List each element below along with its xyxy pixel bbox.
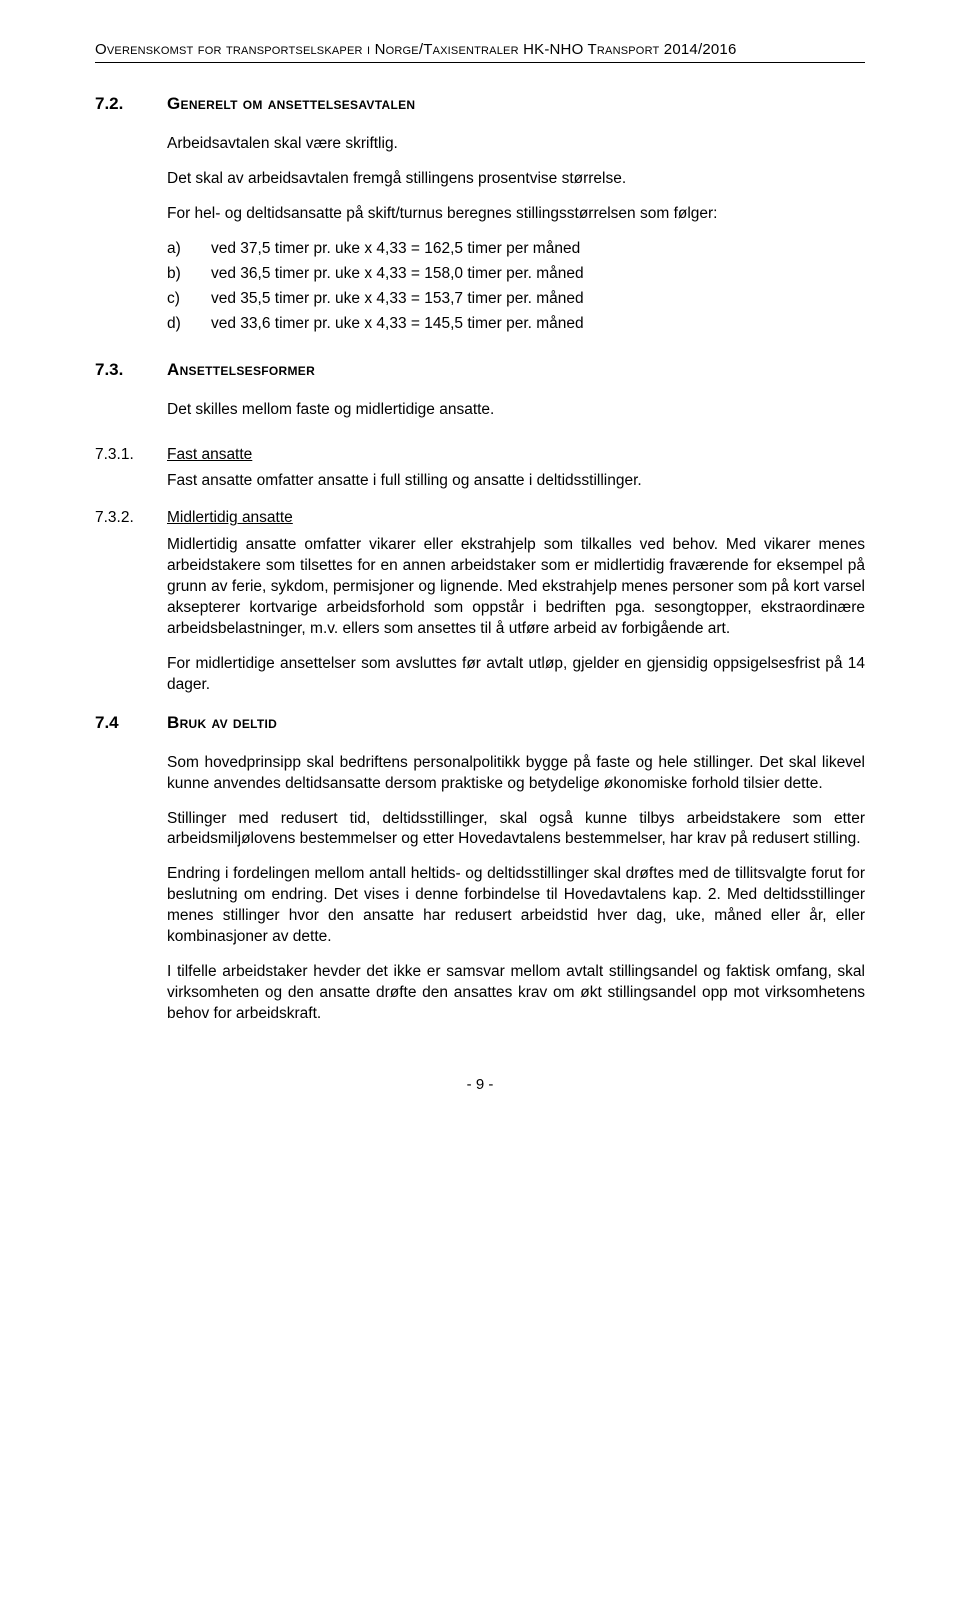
section-7-4-body: Som hovedprinsipp skal bedriftens person…: [167, 753, 865, 1025]
subsection-number: 7.3.2.: [95, 508, 167, 529]
paragraph: Midlertidig ansatte omfatter vikarer ell…: [167, 535, 865, 640]
paragraph: Endring i fordelingen mellom antall helt…: [167, 864, 865, 948]
list-item: c) ved 35,5 timer pr. uke x 4,33 = 153,7…: [167, 289, 865, 310]
section-7-2-body: Arbeidsavtalen skal være skriftlig. Det …: [167, 134, 865, 334]
paragraph: Som hovedprinsipp skal bedriftens person…: [167, 753, 865, 795]
list-item: a) ved 37,5 timer pr. uke x 4,33 = 162,5…: [167, 239, 865, 260]
paragraph: I tilfelle arbeidstaker hevder det ikke …: [167, 962, 865, 1025]
paragraph: For midlertidige ansettelser som avslutt…: [167, 654, 865, 696]
section-title: Generelt om ansettelsesavtalen: [167, 93, 415, 116]
subsection-number: 7.3.1.: [95, 445, 167, 466]
paragraph: For hel- og deltidsansatte på skift/turn…: [167, 204, 865, 225]
list-letter: c): [167, 289, 211, 310]
list-item: b) ved 36,5 timer pr. uke x 4,33 = 158,0…: [167, 264, 865, 285]
list-text: ved 35,5 timer pr. uke x 4,33 = 153,7 ti…: [211, 289, 865, 310]
list-letter: a): [167, 239, 211, 260]
list-text: ved 33,6 timer pr. uke x 4,33 = 145,5 ti…: [211, 314, 865, 335]
section-7-2-heading: 7.2. Generelt om ansettelsesavtalen: [95, 93, 865, 116]
subsection-7-3-1-heading: 7.3.1. Fast ansatte: [95, 445, 865, 466]
page-number: - 9 -: [95, 1075, 865, 1095]
list-letter: b): [167, 264, 211, 285]
document-header: Overenskomst for transportselskaper i No…: [95, 40, 865, 63]
subsection-7-3-2-body: Midlertidig ansatte omfatter vikarer ell…: [167, 535, 865, 695]
subsection-7-3-1-body: Fast ansatte omfatter ansatte i full sti…: [167, 471, 865, 492]
paragraph: Det skilles mellom faste og midlertidige…: [167, 400, 865, 421]
section-number: 7.4: [95, 712, 167, 735]
paragraph: Det skal av arbeidsavtalen fremgå stilli…: [167, 169, 865, 190]
section-7-3-body: Det skilles mellom faste og midlertidige…: [167, 400, 865, 421]
paragraph: Stillinger med redusert tid, deltidsstil…: [167, 809, 865, 851]
section-7-4-heading: 7.4 Bruk av deltid: [95, 712, 865, 735]
list-text: ved 36,5 timer pr. uke x 4,33 = 158,0 ti…: [211, 264, 865, 285]
paragraph: Fast ansatte omfatter ansatte i full sti…: [167, 471, 865, 492]
subsection-title: Midlertidig ansatte: [167, 508, 293, 529]
subsection-7-3-2-heading: 7.3.2. Midlertidig ansatte: [95, 508, 865, 529]
section-number: 7.2.: [95, 93, 167, 116]
section-7-3-heading: 7.3. Ansettelsesformer: [95, 359, 865, 382]
paragraph: Arbeidsavtalen skal være skriftlig.: [167, 134, 865, 155]
section-number: 7.3.: [95, 359, 167, 382]
list-letter: d): [167, 314, 211, 335]
list-item: d) ved 33,6 timer pr. uke x 4,33 = 145,5…: [167, 314, 865, 335]
section-title: Bruk av deltid: [167, 712, 277, 735]
section-title: Ansettelsesformer: [167, 359, 315, 382]
subsection-title: Fast ansatte: [167, 445, 252, 466]
list-text: ved 37,5 timer pr. uke x 4,33 = 162,5 ti…: [211, 239, 865, 260]
